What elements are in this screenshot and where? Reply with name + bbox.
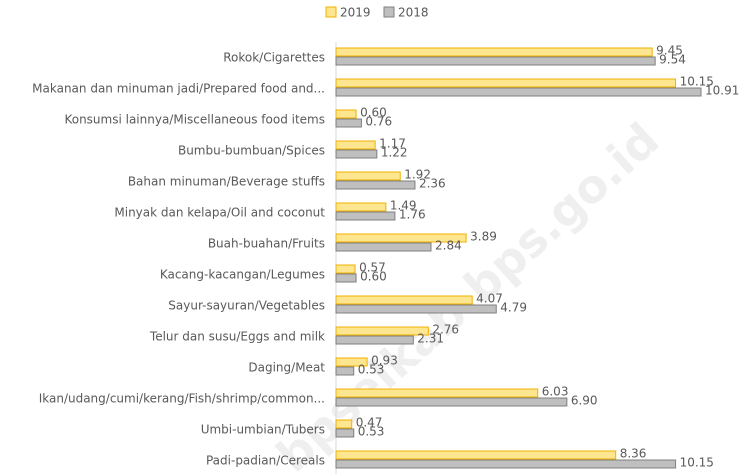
value-label: 0.47	[356, 416, 383, 430]
category-label: Umbi-umbian/Tubers	[201, 423, 325, 437]
value-label: 0.53	[358, 363, 385, 377]
bar	[335, 56, 656, 66]
category-label: Bumbu-bumbuan/Spices	[178, 144, 325, 158]
bar	[335, 366, 355, 376]
value-label: 2.36	[419, 177, 446, 191]
value-label: 0.57	[359, 261, 386, 275]
bar	[335, 242, 432, 252]
watermark: bpselkab.bps.go.id	[266, 112, 669, 476]
bar	[335, 295, 473, 305]
value-label: 2.76	[432, 323, 459, 337]
value-label: 10.15	[680, 456, 714, 470]
value-label: 9.54	[659, 53, 686, 67]
value-label: 8.36	[620, 447, 647, 461]
category-label: Rokok/Cigarettes	[223, 51, 325, 65]
legend-label: 2019	[340, 6, 371, 20]
value-label: 10.91	[705, 84, 739, 98]
bar	[335, 326, 429, 336]
category-label: Ikan/udang/cumi/kerang/Fish/shrimp/commo…	[39, 392, 325, 406]
bar	[335, 397, 568, 407]
bar	[335, 304, 497, 314]
value-label: 9.45	[656, 44, 683, 58]
value-label: 2.31	[417, 332, 444, 346]
bar	[335, 388, 539, 398]
bar	[335, 171, 401, 181]
category-label: Minyak dan kelapa/Oil and coconut	[114, 206, 325, 220]
value-label: 1.49	[390, 199, 417, 213]
category-label: Konsumsi lainnya/Miscellaneous food item…	[64, 113, 325, 127]
bar	[335, 419, 353, 429]
category-label: Telur dan susu/Eggs and milk	[149, 330, 325, 344]
value-label: 0.60	[360, 106, 387, 120]
bar	[335, 180, 416, 190]
value-label: 1.17	[379, 137, 406, 151]
category-label: Buah-buahan/Fruits	[208, 237, 325, 251]
legend-swatch	[383, 6, 395, 18]
bar	[335, 109, 357, 119]
category-label: Padi-padian/Cereals	[206, 454, 325, 468]
bar	[335, 450, 617, 460]
value-label: 4.07	[476, 292, 503, 306]
value-label: 0.60	[360, 270, 387, 284]
bar	[335, 335, 414, 345]
value-label: 1.22	[381, 146, 408, 160]
category-label: Kacang-kacangan/Legumes	[160, 268, 325, 282]
bar	[335, 118, 362, 128]
category-label: Daging/Meat	[248, 361, 325, 375]
bar	[335, 233, 467, 243]
bar	[335, 357, 368, 367]
bar	[335, 149, 378, 159]
value-label: 0.76	[365, 115, 392, 129]
value-label: 0.53	[358, 425, 385, 439]
category-label: Makanan dan minuman jadi/Prepared food a…	[32, 82, 325, 96]
value-label: 4.79	[500, 301, 527, 315]
value-label: 6.90	[571, 394, 598, 408]
category-label: Sayur-sayuran/Vegetables	[168, 299, 325, 313]
bar	[335, 140, 376, 150]
bar	[335, 273, 357, 283]
category-label: Bahan minuman/Beverage stuffs	[128, 175, 325, 189]
value-label: 1.76	[399, 208, 426, 222]
value-label: 3.89	[470, 230, 497, 244]
bar	[335, 211, 396, 221]
value-label: 10.15	[680, 75, 714, 89]
bar	[335, 459, 677, 469]
bar	[335, 202, 387, 212]
value-label: 0.93	[371, 354, 398, 368]
bar	[335, 428, 355, 438]
bar	[335, 264, 356, 274]
legend-label: 2018	[398, 6, 429, 20]
value-label: 1.92	[404, 168, 431, 182]
bar	[335, 78, 677, 88]
bar	[335, 87, 702, 97]
value-label: 2.84	[435, 239, 462, 253]
value-label: 6.03	[542, 385, 569, 399]
bar	[335, 47, 653, 57]
legend-swatch	[325, 6, 337, 18]
